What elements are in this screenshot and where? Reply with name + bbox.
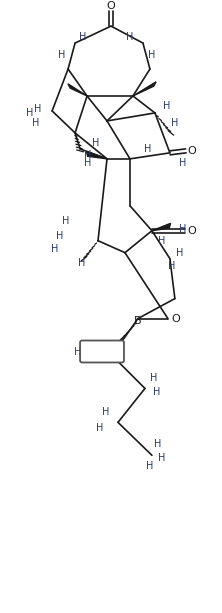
- Text: H: H: [179, 158, 186, 168]
- Text: H: H: [179, 224, 186, 234]
- Text: H: H: [26, 108, 34, 118]
- Text: O: O: [187, 146, 196, 156]
- Text: H: H: [176, 248, 184, 257]
- Text: H: H: [32, 118, 40, 128]
- Text: H: H: [58, 50, 66, 60]
- Text: H: H: [74, 348, 82, 357]
- Text: H: H: [150, 373, 158, 384]
- Text: H: H: [92, 138, 100, 148]
- Text: O: O: [187, 226, 196, 236]
- Text: H: H: [56, 230, 64, 241]
- Text: H: H: [79, 32, 87, 42]
- Text: H: H: [144, 144, 152, 154]
- Polygon shape: [86, 151, 107, 159]
- Polygon shape: [68, 84, 87, 96]
- Text: H: H: [84, 150, 92, 160]
- FancyBboxPatch shape: [80, 340, 124, 362]
- Text: H: H: [62, 216, 70, 226]
- Text: H: H: [52, 244, 59, 254]
- Text: H: H: [96, 424, 104, 433]
- Text: O: O: [172, 314, 180, 324]
- Text: H: H: [158, 453, 166, 463]
- Text: H: H: [92, 356, 100, 365]
- Text: H: H: [102, 408, 110, 417]
- Text: H: H: [158, 236, 166, 246]
- Text: H: H: [96, 340, 104, 351]
- Text: H: H: [146, 461, 154, 471]
- Text: O: O: [107, 1, 115, 11]
- Polygon shape: [133, 82, 156, 96]
- Text: H: H: [163, 101, 170, 111]
- Text: H: H: [78, 257, 86, 268]
- Text: H: H: [148, 50, 156, 60]
- Text: H: H: [171, 118, 178, 128]
- Text: H: H: [153, 387, 161, 397]
- Polygon shape: [152, 223, 170, 230]
- Text: H: H: [126, 32, 134, 42]
- Text: B: B: [134, 316, 142, 326]
- Text: H: H: [84, 158, 92, 168]
- Text: Abs: Abs: [93, 341, 111, 351]
- Text: H: H: [168, 261, 176, 271]
- Text: H: H: [34, 104, 42, 114]
- Text: H: H: [154, 440, 162, 449]
